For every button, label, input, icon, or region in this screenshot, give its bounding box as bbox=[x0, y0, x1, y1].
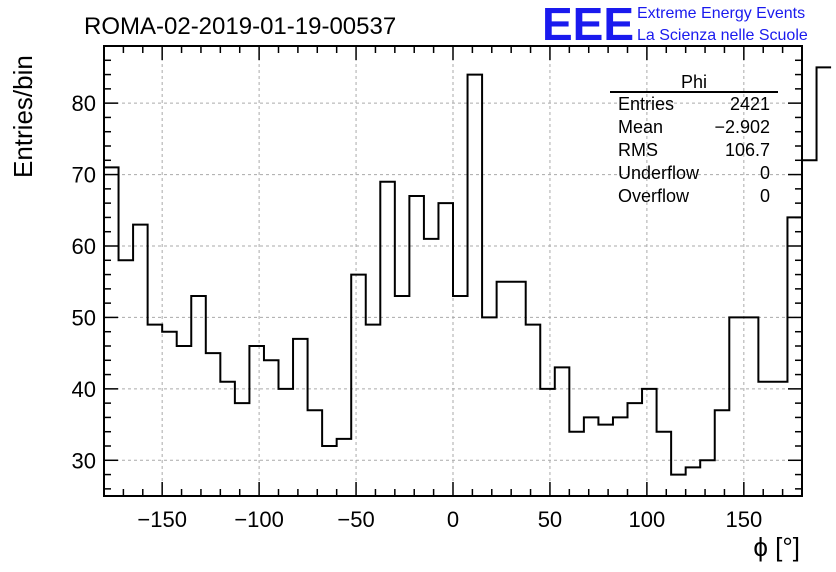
y-tick-label: 60 bbox=[72, 234, 96, 259]
y-tick-label: 80 bbox=[72, 91, 96, 116]
histogram-step-line bbox=[104, 66, 832, 476]
stats-label: Underflow bbox=[618, 163, 700, 183]
stats-value: −2.902 bbox=[714, 117, 770, 137]
stats-label: Entries bbox=[618, 94, 674, 114]
logo-line-2: La Scienza nelle Scuole bbox=[637, 27, 808, 44]
x-tick-label: −50 bbox=[337, 507, 374, 532]
stats-label: Mean bbox=[618, 117, 663, 137]
stats-value: 0 bbox=[760, 186, 770, 206]
x-tick-label: 50 bbox=[538, 507, 562, 532]
x-axis-title: ϕ [°] bbox=[753, 532, 800, 562]
stats-rows: Entries 2421 Mean −2.902 RMS 106.7 Underflow 0 O… bbox=[618, 94, 770, 206]
y-tick-label: 40 bbox=[72, 377, 96, 402]
eee-logo-mark: EEE bbox=[542, 0, 634, 50]
grid-lines bbox=[104, 46, 802, 496]
stats-title: Phi bbox=[681, 72, 707, 92]
x-tick-label: 0 bbox=[447, 507, 459, 532]
run-title: ROMA-02-2019-01-19-00537 bbox=[84, 13, 396, 40]
stats-label: RMS bbox=[618, 140, 658, 160]
y-tick-label: 70 bbox=[72, 163, 96, 188]
logo-line-1: Extreme Energy Events bbox=[637, 5, 805, 22]
x-tick-label: −150 bbox=[137, 507, 187, 532]
x-tick-label: 150 bbox=[725, 507, 762, 532]
y-axis-title: Entries/bin bbox=[8, 55, 38, 178]
y-tick-label: 50 bbox=[72, 305, 96, 330]
plot-frame bbox=[103, 45, 803, 497]
y-tick-label: 30 bbox=[72, 448, 96, 473]
x-tick-label: 100 bbox=[629, 507, 666, 532]
stats-value: 106.7 bbox=[725, 140, 770, 160]
stats-value: 2421 bbox=[730, 94, 770, 114]
stats-label: Overflow bbox=[618, 186, 690, 206]
stats-value: 0 bbox=[760, 163, 770, 183]
x-tick-labels: −150 −100 −50 0 50 100 150 bbox=[137, 507, 762, 532]
stats-box: Phi Entries 2421 Mean −2.902 RMS 106.7 Underfl… bbox=[610, 72, 778, 206]
x-tick-label: −100 bbox=[234, 507, 284, 532]
y-tick-labels: 30 40 50 60 70 80 bbox=[72, 91, 96, 473]
